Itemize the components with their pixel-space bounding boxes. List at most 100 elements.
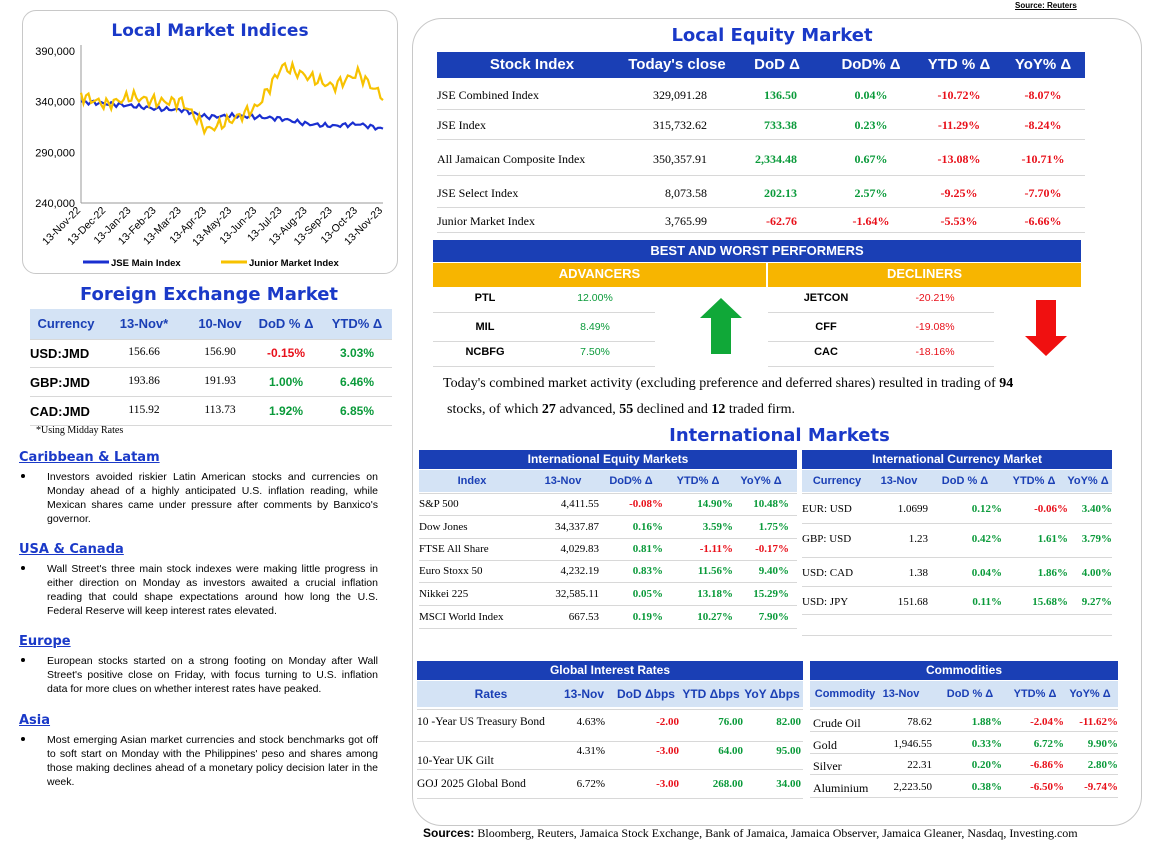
rates-row-divider xyxy=(417,709,803,710)
decliner-change: -20.21% xyxy=(915,292,955,304)
commodities-cell: Gold xyxy=(813,738,837,752)
intl-currency-title: International Currency Market xyxy=(802,450,1112,469)
advancers-label: ADVANCERS xyxy=(433,263,766,287)
intl_equity-cell: 32,585.11 xyxy=(555,588,599,600)
bullet-icon xyxy=(21,658,25,662)
rates-cell: -2.00 xyxy=(656,716,679,728)
decliners-label: DECLINERS xyxy=(768,263,1081,287)
advancer-divider xyxy=(433,312,655,313)
news-section-text: Wall Street's three main stock indexes w… xyxy=(47,563,378,617)
intl_equity-cell: 14.90% xyxy=(697,498,733,510)
intl_currency-row-divider xyxy=(802,523,1112,524)
fx-row-divider xyxy=(30,367,392,368)
intl_currency-row-divider xyxy=(802,557,1112,558)
intl_equity-cell: 15.29% xyxy=(753,588,789,600)
commodities-row-divider xyxy=(810,731,1118,732)
commodities-cell: 0.20% xyxy=(971,759,1002,771)
intl_currency-cell: 1.23 xyxy=(908,533,928,545)
equity-header-cell: YoY% Δ xyxy=(1014,56,1072,73)
equity-title: Local Equity Market xyxy=(671,25,873,46)
intl_equity-cell: 7.90% xyxy=(758,611,789,623)
intl_equity-cell: -1.11% xyxy=(699,543,733,555)
commodities-cell: 2.80% xyxy=(1087,759,1118,771)
commodities-header-cell: Commodity xyxy=(814,688,876,700)
commodities-header-cell: 13-Nov xyxy=(882,688,920,700)
commodities-row-divider xyxy=(810,709,1118,710)
source-note: Source: Reuters xyxy=(1015,1,1077,10)
rates-header-cell: DoD Δbps xyxy=(617,687,675,701)
news-section-title: USA & Canada xyxy=(19,542,124,557)
bullet-icon xyxy=(21,737,25,741)
equity-cell: -62.76 xyxy=(766,214,797,228)
fx-footnote: *Using Midday Rates xyxy=(36,425,124,436)
equity-header-cell: YTD % Δ xyxy=(927,56,991,73)
commodities-cell: -11.62% xyxy=(1079,716,1118,728)
rates-title: Global Interest Rates xyxy=(417,661,803,680)
rates-header-cell: Rates xyxy=(474,687,508,701)
equity-cell: 0.04% xyxy=(854,88,888,102)
intl-equity-title: International Equity Markets xyxy=(419,450,797,469)
intl_equity-cell: 0.81% xyxy=(632,543,663,555)
fx-cell: 113.73 xyxy=(204,404,236,416)
intl_currency-cell: 4.00% xyxy=(1081,567,1112,579)
right-panel xyxy=(412,18,1142,826)
commodities-cell: 1,946.55 xyxy=(893,738,933,750)
rates-header-cell: YTD Δbps xyxy=(682,687,740,701)
rates-cell: 268.00 xyxy=(712,778,743,790)
rates-cell: -3.00 xyxy=(656,745,679,757)
intl_equity-row-divider xyxy=(419,582,797,583)
rates-cell: 76.00 xyxy=(718,716,743,728)
rates-cell: 6.72% xyxy=(576,778,605,790)
intl_equity-cell: 0.83% xyxy=(632,565,663,577)
equity-cell: 733.38 xyxy=(764,118,797,132)
advancer-change: 7.50% xyxy=(580,346,610,358)
intl_equity-cell: 0.05% xyxy=(632,588,663,600)
rates-cell: 4.31% xyxy=(576,745,605,757)
commodities-cell: -6.86% xyxy=(1030,759,1064,771)
rates-cell: -3.00 xyxy=(656,778,679,790)
fx-cell: CAD:JMD xyxy=(30,404,90,419)
intl_equity-cell: 1.75% xyxy=(758,521,789,533)
rates-row-divider xyxy=(417,741,803,742)
equity-cell: -11.29% xyxy=(937,118,981,132)
fx-row-divider xyxy=(30,339,392,340)
intl_currency-cell: USD: JPY xyxy=(802,596,849,608)
intl_equity-row-divider xyxy=(419,605,797,606)
intl_equity-cell: 13.18% xyxy=(697,588,733,600)
intl_currency-row-divider xyxy=(802,586,1112,587)
legend-label: Junior Market Index xyxy=(249,258,339,269)
intl_equity-cell: FTSE All Share xyxy=(419,543,489,555)
equity-header-cell: DoD Δ xyxy=(754,56,800,73)
intl_equity-cell: 4,029.83 xyxy=(560,543,600,555)
decliner-ticker: CAC xyxy=(814,346,838,358)
commodities-header-cell: DoD % Δ xyxy=(946,688,994,700)
commodities-row-divider xyxy=(810,774,1118,775)
intl_equity-cell: -0.08% xyxy=(629,498,663,510)
bullet-icon xyxy=(21,566,25,570)
bullet-icon xyxy=(21,474,25,478)
intl_equity-cell: 10.48% xyxy=(753,498,789,510)
intl-title: International Markets xyxy=(669,425,890,446)
equity-cell: All Jamaican Composite Index xyxy=(437,152,586,166)
intl_equity-row-divider xyxy=(419,538,797,539)
intl_equity-cell: Dow Jones xyxy=(419,521,468,533)
series-line-junior xyxy=(79,59,384,137)
equity-cell: JSE Index xyxy=(437,118,486,132)
commodities-table: Commodities Commodity 13-Nov DoD % Δ YTD% Δ… xyxy=(810,661,1118,801)
intl_currency-cell: USD: CAD xyxy=(802,567,854,579)
y-tick-label: 240,000 xyxy=(35,198,75,210)
commodities-header-cell: YTD% Δ xyxy=(1013,688,1057,700)
equity-cell: -7.70% xyxy=(1024,186,1062,200)
fx-cell: 1.92% xyxy=(268,404,304,418)
equity-header-cell: DoD% Δ xyxy=(841,56,901,73)
intl_equity-cell: 34,337.87 xyxy=(555,521,599,533)
fx-cell: 193.86 xyxy=(128,375,160,387)
fx-table: Currency 13-Nov* 10-Nov DoD % Δ YTD% Δ USD:JM… xyxy=(30,309,392,429)
commodities-row-divider xyxy=(810,797,1118,798)
equity-row-divider xyxy=(437,175,1085,176)
equity-cell: 136.50 xyxy=(764,88,797,102)
decliner-divider xyxy=(768,341,994,342)
equity-row-divider xyxy=(437,207,1085,208)
intl_equity-row-divider xyxy=(419,560,797,561)
rates-row-divider xyxy=(417,798,803,799)
